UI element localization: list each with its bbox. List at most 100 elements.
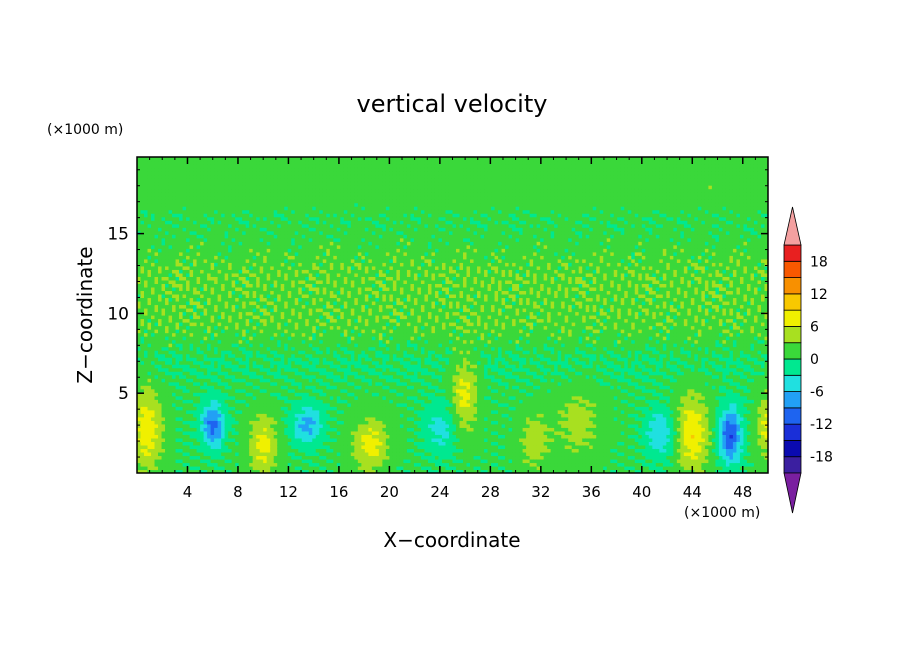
field-cell	[308, 357, 313, 362]
field-cell	[305, 360, 310, 365]
field-cell	[182, 181, 187, 186]
field-cell	[252, 178, 257, 183]
field-cell	[186, 430, 191, 435]
field-cell	[154, 290, 159, 295]
field-cell	[165, 318, 170, 323]
field-cell	[214, 420, 219, 425]
field-cell	[193, 157, 198, 162]
field-cell	[322, 458, 327, 464]
field-cell	[137, 227, 142, 232]
field-cell	[179, 434, 184, 439]
field-cell	[203, 300, 208, 306]
field-cell	[189, 304, 194, 309]
field-cell	[182, 262, 187, 267]
field-cell	[228, 244, 233, 249]
field-cell	[175, 378, 180, 383]
field-cell	[231, 385, 236, 390]
field-cell	[172, 157, 177, 162]
field-cell	[322, 465, 327, 471]
field-cell	[228, 293, 233, 299]
field-cell	[221, 444, 226, 450]
field-cell	[210, 230, 215, 235]
field-cell	[249, 388, 254, 393]
field-cell	[298, 276, 303, 281]
field-cell	[214, 469, 219, 473]
field-cell	[154, 157, 159, 162]
field-cell	[182, 164, 187, 169]
field-cell	[315, 350, 320, 355]
field-cell	[158, 360, 163, 365]
field-cell	[322, 430, 327, 435]
field-cell	[144, 371, 149, 376]
field-cell	[221, 304, 226, 309]
field-cell	[151, 213, 156, 218]
field-cell	[298, 265, 303, 270]
field-cell	[203, 248, 208, 253]
field-cell	[287, 300, 292, 306]
field-cell	[147, 423, 152, 428]
field-cell	[259, 437, 264, 442]
field-cell	[238, 322, 243, 327]
field-cell	[161, 448, 166, 453]
field-cell	[161, 279, 166, 284]
field-cell	[231, 388, 236, 393]
field-cell	[315, 339, 320, 344]
field-cell	[221, 325, 226, 330]
field-cell	[256, 293, 261, 299]
field-cell	[322, 160, 327, 165]
field-cell	[284, 420, 289, 425]
field-cell	[231, 360, 236, 365]
field-cell	[312, 297, 317, 302]
field-cell	[270, 458, 275, 464]
field-cell	[319, 350, 324, 355]
field-cell	[151, 437, 156, 442]
field-cell	[154, 332, 159, 337]
field-cell	[172, 290, 177, 295]
field-cell	[266, 364, 271, 369]
field-cell	[277, 357, 282, 362]
field-cell	[256, 160, 261, 165]
field-cell	[266, 423, 271, 428]
field-cell	[256, 392, 261, 397]
field-cell	[224, 402, 229, 407]
field-cell	[144, 213, 149, 218]
field-cell	[154, 241, 159, 246]
field-cell	[301, 364, 306, 369]
field-cell	[298, 279, 303, 284]
field-cell	[294, 399, 299, 404]
field-cell	[312, 192, 317, 197]
field-cell	[144, 258, 149, 263]
field-cell	[214, 357, 219, 362]
field-cell	[263, 283, 268, 288]
field-cell	[140, 265, 145, 270]
field-cell	[158, 251, 163, 256]
field-cell	[280, 293, 285, 299]
field-cell	[228, 392, 233, 397]
field-cell	[214, 332, 219, 337]
field-cell	[196, 444, 201, 450]
field-cell	[322, 272, 327, 277]
field-cell	[186, 276, 191, 281]
field-cell	[165, 367, 170, 372]
field-cell	[235, 178, 240, 183]
field-cell	[231, 311, 236, 316]
field-cell	[252, 437, 257, 442]
field-cell	[326, 297, 331, 302]
field-cell	[161, 367, 166, 372]
field-cell	[221, 367, 226, 372]
field-cell	[291, 325, 296, 330]
field-cell	[235, 322, 240, 327]
field-cell	[144, 164, 149, 169]
field-cell	[137, 367, 142, 372]
field-cell	[249, 283, 254, 288]
field-cell	[319, 192, 324, 197]
field-cell	[277, 234, 282, 239]
field-cell	[315, 181, 320, 186]
field-cell	[280, 444, 285, 450]
field-cell	[231, 458, 236, 464]
field-cell	[252, 318, 257, 323]
field-cell	[319, 311, 324, 316]
field-cell	[179, 378, 184, 383]
field-cell	[252, 304, 257, 309]
field-cell	[179, 353, 184, 358]
